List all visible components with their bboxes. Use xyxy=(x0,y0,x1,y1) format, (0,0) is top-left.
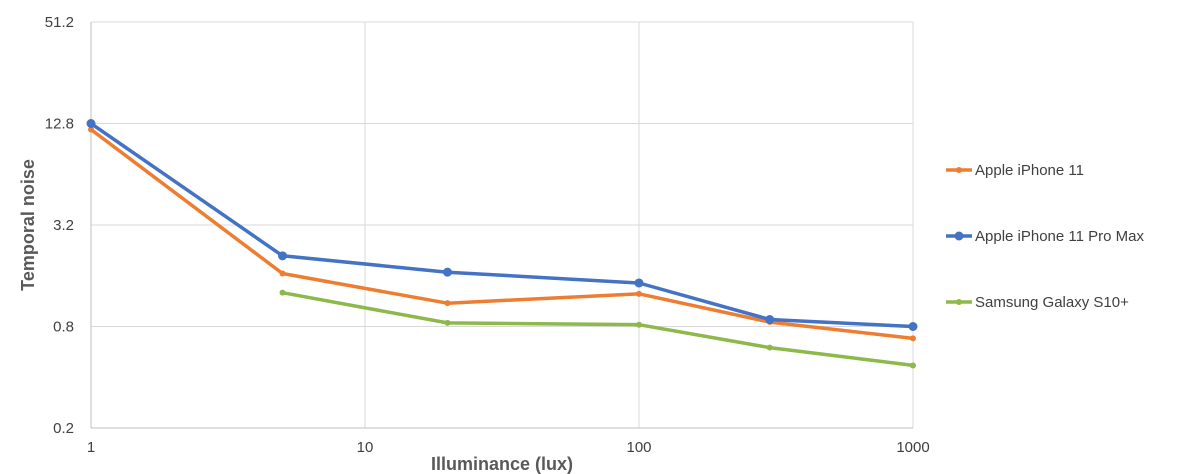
x-axis-title: Illuminance (lux) xyxy=(431,454,573,474)
series-line xyxy=(89,121,915,329)
data-point xyxy=(908,322,918,331)
series-line xyxy=(89,127,915,341)
legend-swatch-marker xyxy=(954,231,964,241)
legend: Apple iPhone 11 Apple iPhone 11 Pro Max Sa… xyxy=(946,162,1144,311)
gridlines xyxy=(91,21,914,428)
legend-item: Apple iPhone 11 Pro Max xyxy=(946,228,1144,245)
series-lines xyxy=(86,119,918,369)
data-point xyxy=(910,335,916,342)
legend-label: Samsung Galaxy S10+ xyxy=(975,294,1129,311)
y-tick-label: 51.2 xyxy=(45,14,74,31)
data-point xyxy=(444,300,451,307)
tick-labels: 0.2 0.8 3.2 12.8 51.2 1 10 100 1000 xyxy=(45,14,930,456)
legend-label: Apple iPhone 11 Pro Max xyxy=(975,228,1144,245)
data-point xyxy=(634,278,644,288)
series-0 xyxy=(88,126,916,342)
data-point xyxy=(88,126,94,133)
series-2 xyxy=(279,289,916,369)
legend-swatch-marker xyxy=(956,299,962,305)
y-tick-label: 0.8 xyxy=(53,319,74,336)
data-point xyxy=(442,267,452,277)
x-tick-label: 10 xyxy=(357,439,374,456)
x-tick-label: 1 xyxy=(87,439,95,456)
legend-item: Apple iPhone 11 xyxy=(946,162,1084,179)
y-tick-label: 3.2 xyxy=(53,217,74,234)
x-tick-label: 100 xyxy=(626,439,651,456)
legend-label: Apple iPhone 11 xyxy=(975,162,1084,179)
data-point xyxy=(278,251,288,261)
data-point xyxy=(279,289,286,296)
data-point xyxy=(636,321,642,328)
data-point xyxy=(444,319,451,326)
series-1 xyxy=(86,119,918,331)
data-point xyxy=(910,362,916,369)
data-point xyxy=(765,315,775,325)
y-tick-label: 0.2 xyxy=(53,420,74,437)
legend-swatch-marker xyxy=(956,167,962,173)
axes xyxy=(90,22,913,429)
x-tick-label: 1000 xyxy=(896,439,929,456)
data-point xyxy=(636,290,642,297)
legend-item: Samsung Galaxy S10+ xyxy=(946,294,1129,311)
y-axis-title: Temporal noise xyxy=(18,159,38,291)
data-point xyxy=(279,270,286,277)
data-point xyxy=(766,344,773,351)
y-tick-label: 12.8 xyxy=(45,116,74,133)
data-point xyxy=(86,119,96,128)
